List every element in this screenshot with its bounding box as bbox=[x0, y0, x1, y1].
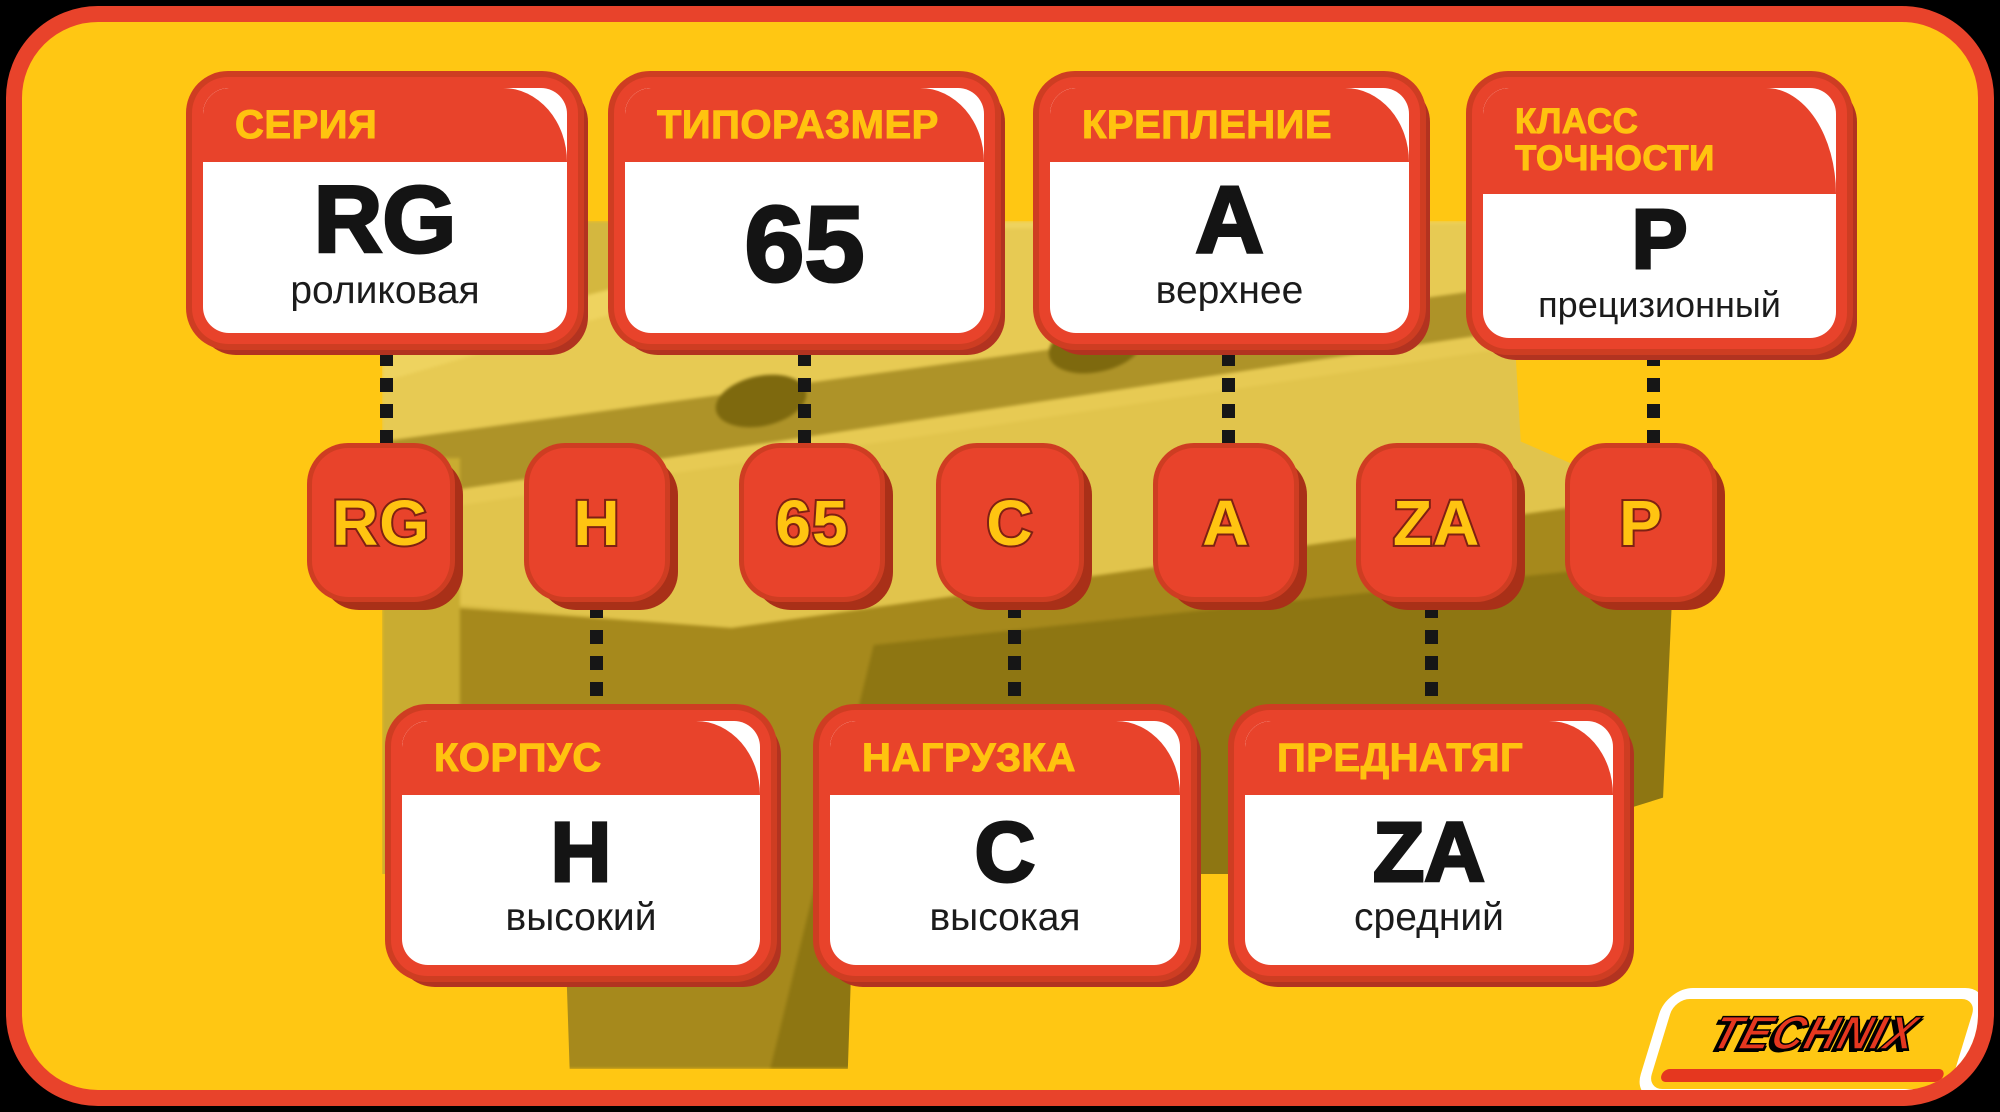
yellow-panel: СЕРИЯ RG роликовая ТИПОРАЗМЕР 65 КРЕПЛЕН… bbox=[6, 6, 1994, 1106]
connector-tiporazmer-65 bbox=[798, 352, 811, 444]
connector-c-nagruzka bbox=[1008, 604, 1021, 706]
card-inner: СЕРИЯ RG роликовая bbox=[203, 88, 567, 333]
card-value: H bbox=[549, 804, 613, 899]
code-block-rg: RG bbox=[312, 448, 450, 597]
card-korpus: КОРПУС H высокий bbox=[391, 710, 771, 976]
card-prednatyag: ПРЕДНАТЯГ ZA средний bbox=[1234, 710, 1624, 976]
card-header-label: КОРПУС bbox=[434, 736, 602, 780]
card-sublabel: высокий bbox=[505, 896, 657, 940]
card-inner: КЛАСС ТОЧНОСТИ P прецизионный bbox=[1483, 88, 1836, 338]
card-body: RG роликовая bbox=[203, 162, 567, 333]
brand-logo: TECHNIX bbox=[1632, 988, 1978, 1090]
card-body: A верхнее bbox=[1050, 162, 1409, 333]
card-value: A bbox=[1194, 166, 1266, 273]
card-value: P bbox=[1630, 192, 1689, 287]
card-header: НАГРУЗКА bbox=[830, 721, 1180, 795]
code-block-65: 65 bbox=[744, 448, 880, 597]
card-value: ZA bbox=[1372, 804, 1487, 899]
card-body: 65 bbox=[625, 162, 984, 333]
connector-kreplenie-a bbox=[1222, 352, 1235, 444]
card-seriya: СЕРИЯ RG роликовая bbox=[192, 77, 578, 344]
card-body: ZA средний bbox=[1245, 795, 1613, 965]
card-header: КОРПУС bbox=[402, 721, 760, 795]
connector-za-prednatyag bbox=[1425, 604, 1438, 706]
connector-seriya-rg bbox=[380, 352, 393, 444]
code-block-label: H bbox=[571, 485, 621, 561]
card-header-label: ТИПОРАЗМЕР bbox=[657, 103, 939, 147]
card-inner: ТИПОРАЗМЕР 65 bbox=[625, 88, 984, 333]
code-block-za: ZA bbox=[1361, 448, 1512, 597]
card-header: КРЕПЛЕНИЕ bbox=[1050, 88, 1409, 162]
card-header: ПРЕДНАТЯГ bbox=[1245, 721, 1613, 795]
card-sublabel: прецизионный bbox=[1538, 284, 1781, 326]
card-header: КЛАСС ТОЧНОСТИ bbox=[1483, 88, 1836, 194]
code-block-label: P bbox=[1617, 485, 1664, 561]
card-inner: КРЕПЛЕНИЕ A верхнее bbox=[1050, 88, 1409, 333]
card-inner: НАГРУЗКА C высокая bbox=[830, 721, 1180, 965]
card-header-label: СЕРИЯ bbox=[234, 103, 378, 147]
card-body: P прецизионный bbox=[1483, 194, 1836, 338]
card-inner: ПРЕДНАТЯГ ZA средний bbox=[1245, 721, 1613, 965]
card-body: H высокий bbox=[402, 795, 760, 965]
card-header-label: НАГРУЗКА bbox=[862, 736, 1076, 780]
card-inner: КОРПУС H высокий bbox=[402, 721, 760, 965]
card-kreplenie: КРЕПЛЕНИЕ A верхнее bbox=[1039, 77, 1420, 344]
code-block-label: A bbox=[1200, 485, 1250, 561]
card-body: C высокая bbox=[830, 795, 1180, 965]
connector-h-korpus bbox=[590, 604, 603, 706]
card-sublabel: средний bbox=[1354, 896, 1504, 940]
connector-klass-p bbox=[1647, 352, 1660, 444]
code-block-label: ZA bbox=[1391, 485, 1481, 561]
code-block-label: 65 bbox=[773, 485, 849, 561]
card-sublabel: верхнее bbox=[1155, 269, 1304, 313]
card-sublabel: роликовая bbox=[290, 269, 480, 313]
code-block-label: C bbox=[984, 485, 1034, 561]
code-block-c: C bbox=[941, 448, 1079, 597]
card-nagruzka: НАГРУЗКА C высокая bbox=[819, 710, 1191, 976]
card-value: C bbox=[973, 804, 1037, 899]
brand-logo-text: TECHNIX bbox=[1705, 1005, 1925, 1059]
card-value: RG bbox=[312, 166, 457, 273]
card-value: 65 bbox=[743, 183, 866, 305]
card-header-label: ПРЕДНАТЯГ bbox=[1276, 736, 1524, 780]
card-sublabel: высокая bbox=[929, 896, 1081, 940]
card-klass-tochnosti: КЛАСС ТОЧНОСТИ P прецизионный bbox=[1472, 77, 1847, 349]
code-block-h: H bbox=[529, 448, 665, 597]
card-header: ТИПОРАЗМЕР bbox=[625, 88, 984, 162]
brand-logo-underline bbox=[1659, 1069, 1946, 1082]
card-header: СЕРИЯ bbox=[203, 88, 567, 162]
code-block-p: P bbox=[1570, 448, 1712, 597]
code-block-label: RG bbox=[330, 485, 431, 561]
card-tiporazmer: ТИПОРАЗМЕР 65 bbox=[614, 77, 995, 344]
code-block-a: A bbox=[1158, 448, 1294, 597]
card-header-label: КЛАСС ТОЧНОСТИ bbox=[1515, 102, 1715, 178]
card-header-label: КРЕПЛЕНИЕ bbox=[1081, 103, 1333, 147]
